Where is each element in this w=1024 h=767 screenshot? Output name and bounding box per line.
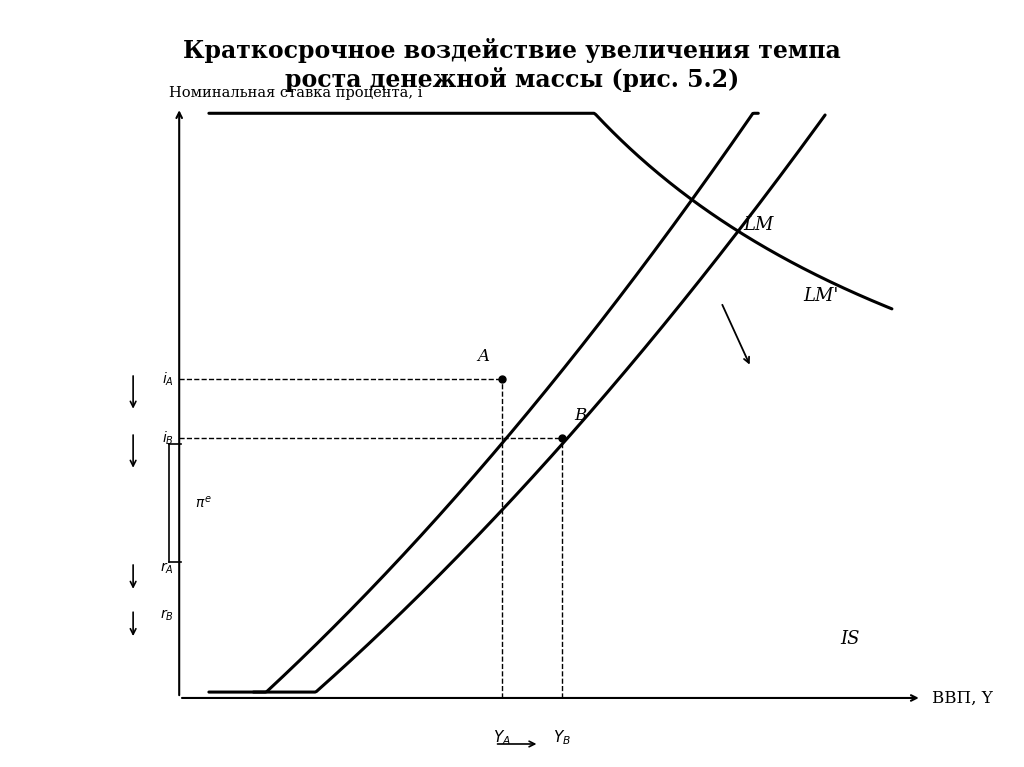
Text: A: A <box>478 348 489 365</box>
Text: Номинальная ставка процента, i: Номинальная ставка процента, i <box>169 86 423 100</box>
Text: $i_A$: $i_A$ <box>162 370 174 388</box>
Text: LM: LM <box>743 216 774 235</box>
Text: $Y_B$: $Y_B$ <box>553 729 570 747</box>
Text: IS: IS <box>840 630 859 648</box>
Text: $r_A$: $r_A$ <box>161 561 174 576</box>
Text: $\pi^e$: $\pi^e$ <box>195 495 211 511</box>
Text: $i_B$: $i_B$ <box>162 430 174 447</box>
Text: B: B <box>573 407 586 424</box>
Text: LM': LM' <box>803 288 839 305</box>
Text: $r_B$: $r_B$ <box>161 607 174 623</box>
Text: Краткосрочное воздействие увеличения темпа
роста денежной массы (рис. 5.2): Краткосрочное воздействие увеличения тем… <box>183 38 841 92</box>
Text: $Y_A$: $Y_A$ <box>494 729 511 747</box>
Text: ВВП, Y: ВВП, Y <box>932 690 992 706</box>
